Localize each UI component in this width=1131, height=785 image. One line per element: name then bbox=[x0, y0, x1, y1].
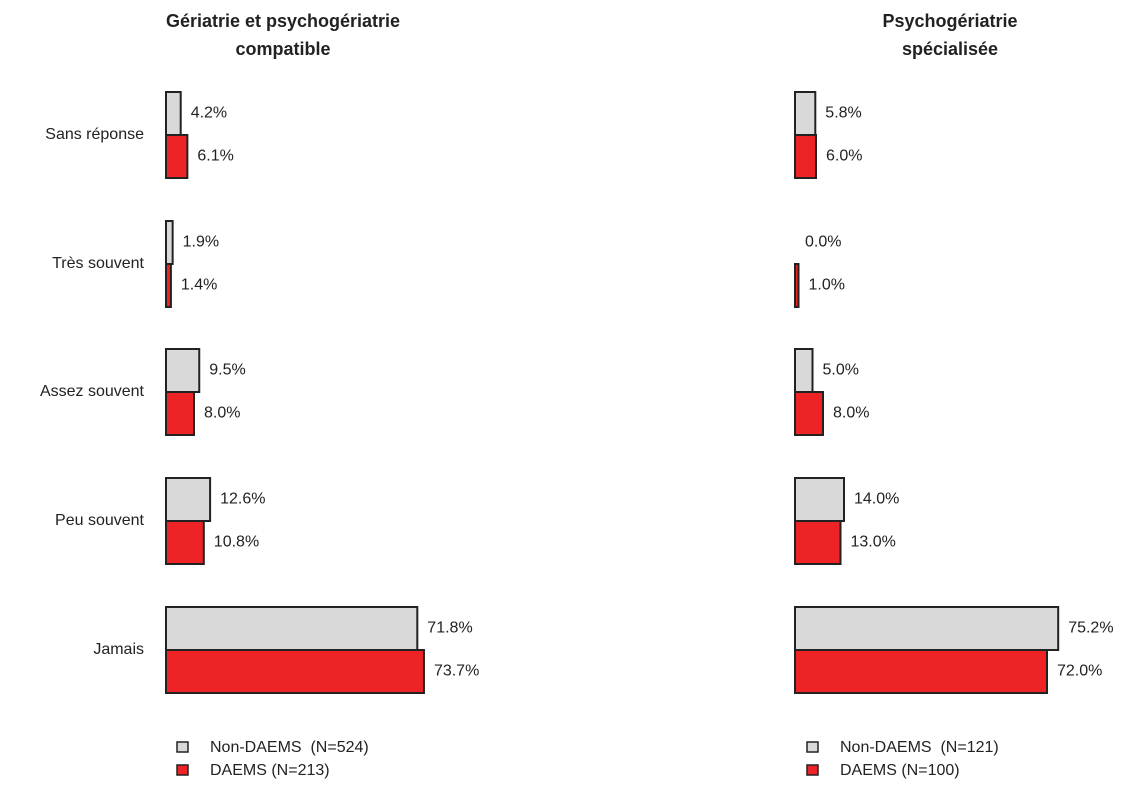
bar bbox=[165, 649, 425, 694]
bar bbox=[794, 477, 845, 522]
legend-label: DAEMS (N=213) bbox=[210, 762, 330, 779]
bar bbox=[794, 391, 824, 436]
value-label: 12.6% bbox=[220, 491, 265, 508]
bar bbox=[794, 606, 1060, 651]
value-label: 73.7% bbox=[434, 663, 479, 680]
value-label: 6.0% bbox=[826, 148, 862, 165]
value-label: 10.8% bbox=[214, 534, 259, 551]
bar bbox=[165, 391, 195, 436]
bar bbox=[794, 348, 814, 393]
value-label: 13.0% bbox=[851, 534, 896, 551]
legend-label: Non-DAEMS (N=524) bbox=[210, 739, 369, 756]
legend-swatch bbox=[176, 741, 189, 753]
chart-title: spécialisée bbox=[902, 39, 998, 59]
legend-label: DAEMS (N=100) bbox=[840, 762, 960, 779]
legend-swatch bbox=[806, 764, 819, 776]
bar bbox=[165, 220, 174, 265]
value-label: 6.1% bbox=[197, 148, 233, 165]
bar bbox=[794, 91, 817, 136]
bar bbox=[794, 520, 842, 565]
chart-title: Gériatrie et psychogériatrie bbox=[166, 11, 400, 31]
value-label: 71.8% bbox=[427, 620, 472, 637]
value-label: 1.0% bbox=[809, 277, 845, 294]
bar bbox=[794, 263, 800, 308]
value-label: 75.2% bbox=[1068, 620, 1113, 637]
bar bbox=[165, 606, 419, 651]
chart-title: Psychogériatrie bbox=[882, 11, 1017, 31]
value-label: 4.2% bbox=[191, 105, 227, 122]
bar bbox=[165, 91, 182, 136]
value-label: 5.0% bbox=[823, 362, 859, 379]
category-label: Très souvent bbox=[52, 255, 144, 272]
value-label: 0.0% bbox=[805, 234, 841, 251]
bar bbox=[165, 263, 172, 308]
legend-swatch bbox=[176, 764, 189, 776]
value-label: 72.0% bbox=[1057, 663, 1102, 680]
legend-label: Non-DAEMS (N=121) bbox=[840, 739, 999, 756]
value-label: 14.0% bbox=[854, 491, 899, 508]
value-label: 5.8% bbox=[825, 105, 861, 122]
value-label: 8.0% bbox=[204, 405, 240, 422]
bar bbox=[165, 134, 189, 179]
value-label: 1.9% bbox=[183, 234, 219, 251]
category-label: Jamais bbox=[93, 641, 144, 658]
chart-title: compatible bbox=[235, 39, 330, 59]
category-label: Peu souvent bbox=[55, 512, 145, 529]
category-label: Sans réponse bbox=[45, 126, 144, 143]
category-label: Assez souvent bbox=[40, 383, 145, 400]
value-label: 1.4% bbox=[181, 277, 217, 294]
value-label: 8.0% bbox=[833, 405, 869, 422]
legend-swatch bbox=[806, 741, 819, 753]
bar bbox=[165, 348, 201, 393]
bar bbox=[165, 477, 212, 522]
bar bbox=[794, 649, 1048, 694]
bar bbox=[165, 520, 205, 565]
value-label: 9.5% bbox=[209, 362, 245, 379]
bar bbox=[794, 134, 817, 179]
